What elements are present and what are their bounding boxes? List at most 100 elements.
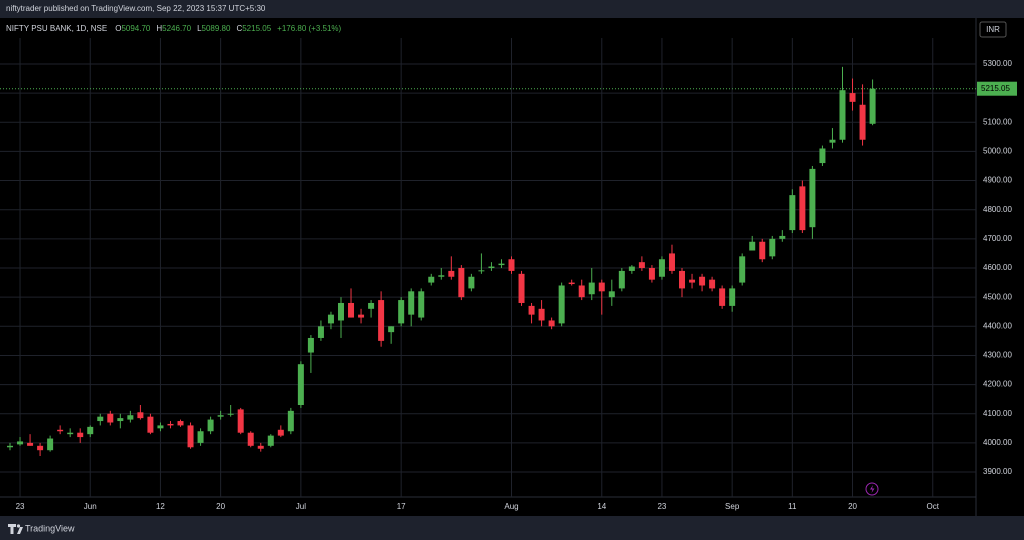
candle-body <box>478 270 485 272</box>
candle-body <box>77 432 84 438</box>
legend-change: +176.80 (+3.51%) <box>277 24 341 33</box>
candle-body <box>508 259 515 271</box>
footer-brand: TradingView <box>25 523 75 533</box>
candle-body <box>618 270 625 289</box>
candle-body <box>668 253 675 271</box>
candle-body <box>568 282 575 285</box>
candle-body <box>247 432 254 446</box>
candle-body <box>719 288 726 306</box>
x-tick-label: Oct <box>927 502 940 511</box>
candle-body <box>127 415 134 420</box>
candle-body <box>448 270 455 277</box>
x-tick-label: 20 <box>848 502 857 511</box>
lightning-icon <box>865 482 879 496</box>
candle-body <box>388 326 395 333</box>
candle-body <box>809 168 816 228</box>
candle-body <box>337 302 344 321</box>
legend-key: L <box>197 24 202 33</box>
y-tick-label: 4200.00 <box>983 380 1012 389</box>
y-tick-label: 4500.00 <box>983 292 1012 301</box>
y-tick-label: 4400.00 <box>983 321 1012 330</box>
legend-value: 5094.70 <box>121 24 150 33</box>
candle-body <box>27 442 34 446</box>
candle-body <box>408 291 415 315</box>
y-tick-label: 5100.00 <box>983 117 1012 126</box>
header-bar <box>0 0 1024 18</box>
candle-body <box>438 275 445 277</box>
last-price-tag <box>977 81 1017 96</box>
candle-body <box>859 104 866 140</box>
candle-body <box>799 186 806 231</box>
x-tick-label: 20 <box>216 502 225 511</box>
candle-body <box>779 235 786 239</box>
x-tick-label: 12 <box>156 502 165 511</box>
candle-body <box>819 148 826 164</box>
footer-bar <box>0 516 1024 540</box>
candle-body <box>197 431 204 443</box>
candle-body <box>207 419 214 432</box>
candle-body <box>57 429 64 432</box>
candle-body <box>759 241 766 260</box>
currency-box <box>979 21 1007 38</box>
candle-body <box>117 418 124 422</box>
x-tick-label: 11 <box>788 502 797 511</box>
candle-body <box>869 88 876 124</box>
candle-body <box>638 262 645 268</box>
candle-body <box>849 93 856 102</box>
x-tick-label: Aug <box>504 502 518 511</box>
candle-body <box>378 300 385 341</box>
y-tick-label: 3900.00 <box>983 467 1012 476</box>
y-tick-label: 4300.00 <box>983 351 1012 360</box>
candle-body <box>87 426 94 435</box>
x-tick-label: 14 <box>597 502 606 511</box>
candle-body <box>428 276 435 283</box>
candle-body <box>588 282 595 295</box>
candle-body <box>348 302 355 318</box>
candle-body <box>107 413 114 423</box>
y-tick-label: 4600.00 <box>983 263 1012 272</box>
x-tick-label: 23 <box>16 502 25 511</box>
candle-body <box>458 268 465 298</box>
candle-body <box>287 410 294 432</box>
legend-value: 5246.70 <box>162 24 191 33</box>
candle-body <box>237 409 244 433</box>
candle-body <box>277 429 284 436</box>
candle-body <box>327 314 334 324</box>
candle-body <box>267 435 274 446</box>
y-tick-label: 5000.00 <box>983 147 1012 156</box>
legend: NIFTY PSU BANK, 1D, NSE O 5094.70 H 5246.70 L… <box>6 24 342 33</box>
candle-body <box>47 438 54 451</box>
candle-body <box>488 266 495 268</box>
candle-body <box>538 308 545 321</box>
candle-body <box>709 279 716 289</box>
last-price-label: 5215.05 <box>981 84 1010 93</box>
candle-body <box>227 413 234 415</box>
candle-body <box>679 270 686 289</box>
y-tick-label: 5300.00 <box>983 59 1012 68</box>
candle-body <box>528 305 535 315</box>
candle-body <box>699 276 706 286</box>
candle-body <box>829 139 836 143</box>
candle-body <box>37 445 44 451</box>
legend-value: 5215.05 <box>242 24 271 33</box>
candle-body <box>97 416 104 422</box>
candle-body <box>217 415 224 417</box>
y-tick-label: 4900.00 <box>983 176 1012 185</box>
tv-logo <box>8 524 23 534</box>
candle-body <box>398 300 405 324</box>
candle-body <box>729 288 736 306</box>
legend-key: C <box>236 24 242 33</box>
y-tick-label: 4800.00 <box>983 205 1012 214</box>
candle-body <box>157 425 164 429</box>
candle-body <box>187 425 194 448</box>
candle-body <box>67 432 74 435</box>
legend-key: H <box>156 24 162 33</box>
candle-body <box>257 445 264 449</box>
candle-body <box>839 90 846 140</box>
candle-body <box>498 263 505 266</box>
y-tick-label: 4700.00 <box>983 234 1012 243</box>
legend-symbol: NIFTY PSU BANK, 1D, NSE <box>6 24 107 33</box>
candle-body <box>297 364 304 406</box>
candle-body <box>789 195 796 231</box>
